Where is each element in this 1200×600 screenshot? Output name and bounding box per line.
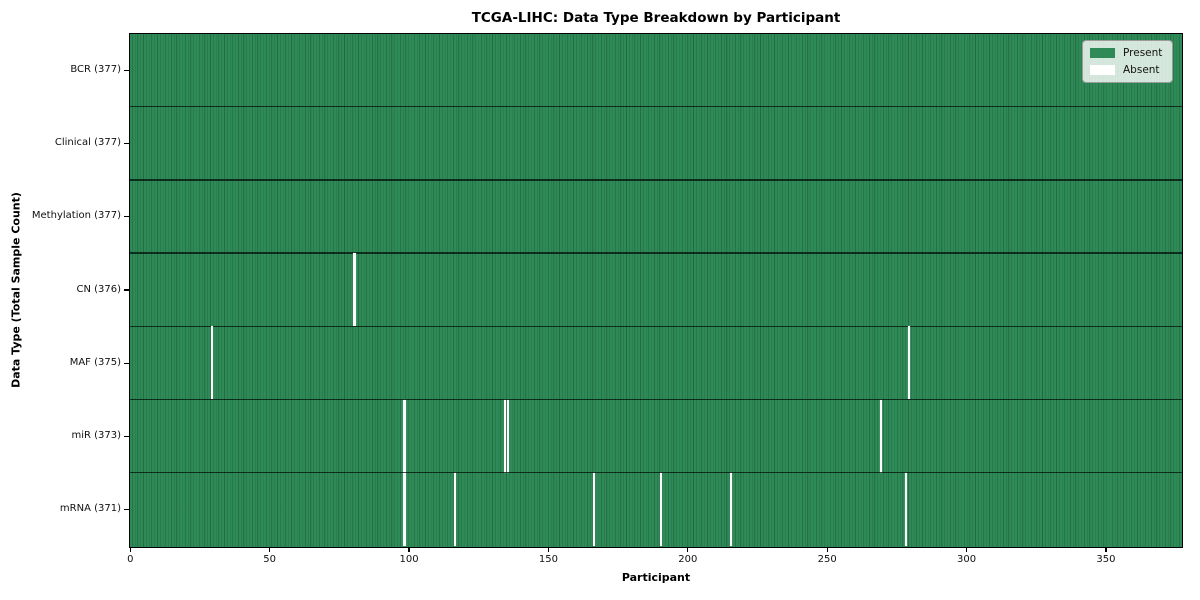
x-tick-mark (547, 547, 550, 552)
legend: Present Absent (1082, 40, 1174, 83)
row-separator (130, 398, 1182, 401)
legend-entry: Present (1090, 47, 1162, 59)
absent-marker (880, 399, 883, 473)
absent-marker (353, 253, 356, 327)
row-separator (130, 105, 1182, 108)
absent-marker (905, 472, 908, 546)
y-tick-mark (124, 435, 129, 437)
y-tick-label: mRNA (371) (59, 503, 121, 515)
x-tick-label: 150 (538, 554, 558, 565)
absent-marker (503, 399, 507, 473)
absent-marker (659, 472, 663, 546)
x-tick-mark (129, 547, 131, 552)
x-tick-mark (408, 547, 410, 552)
y-tick-label: BCR (377) (70, 63, 121, 75)
chart-title: TCGA-LIHC: Data Type Breakdown by Partic… (471, 10, 841, 26)
y-tick-mark (124, 289, 129, 291)
y-tick-mark (124, 69, 129, 71)
absent-marker (907, 326, 911, 400)
x-tick-mark (269, 547, 271, 552)
x-tick-label: 200 (678, 554, 698, 565)
absent-marker (729, 472, 732, 546)
row-separator (130, 471, 1182, 474)
absent-marker (506, 399, 509, 473)
y-tick-mark (124, 143, 129, 145)
x-tick-label: 0 (127, 554, 134, 565)
y-tick-label: MAF (375) (69, 356, 121, 368)
row-separator (130, 179, 1182, 181)
x-tick-mark (826, 547, 828, 552)
legend-label: Present (1123, 47, 1163, 59)
heatmap-plot-area (129, 32, 1183, 548)
legend-swatch (1090, 48, 1115, 58)
y-tick-label: Methylation (377) (31, 210, 121, 222)
y-tick-label: miR (373) (71, 429, 121, 441)
legend-label: Absent (1123, 64, 1160, 76)
x-tick-label: 100 (399, 554, 419, 565)
absent-marker (453, 472, 456, 546)
legend-entry: Absent (1090, 64, 1162, 76)
x-tick-label: 300 (957, 554, 977, 565)
y-tick-label: CN (376) (76, 283, 121, 295)
absent-marker (403, 399, 406, 473)
absent-marker (211, 326, 214, 400)
absent-marker (403, 472, 406, 546)
x-tick-label: 350 (1096, 554, 1116, 565)
row-separator (130, 252, 1182, 254)
y-tick-label: Clinical (377) (54, 137, 121, 149)
y-tick-mark (124, 509, 129, 511)
x-tick-label: 250 (817, 554, 837, 565)
x-tick-mark (1105, 547, 1107, 552)
row-separator (130, 325, 1182, 328)
absent-marker (592, 472, 596, 546)
legend-swatch (1090, 65, 1115, 75)
x-tick-mark (965, 547, 968, 552)
x-tick-mark (687, 547, 689, 552)
y-tick-mark (124, 362, 129, 364)
y-tick-mark (124, 216, 129, 218)
x-tick-label: 50 (263, 554, 277, 565)
x-axis-label: Participant (621, 571, 691, 584)
